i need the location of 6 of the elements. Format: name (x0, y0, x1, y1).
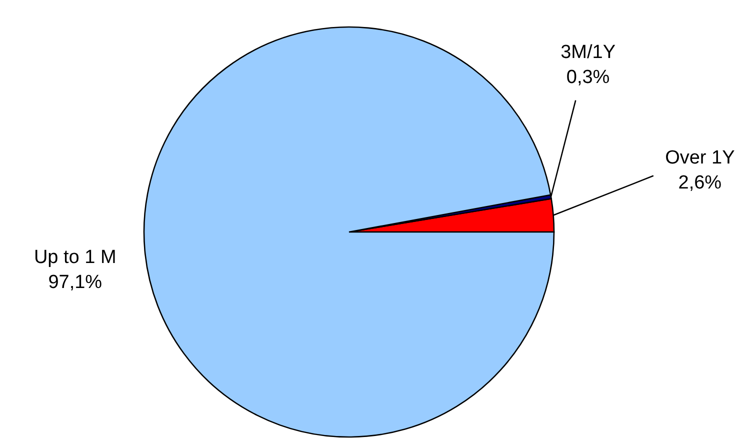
slice-label: Over 1Y (665, 147, 736, 168)
data-label: 2,6% (678, 172, 722, 194)
slice-label: 3M/1Y (560, 42, 616, 63)
data-label: 0,3% (566, 66, 610, 88)
slice-label: Up to 1 M (34, 247, 116, 268)
data-label: 97,1% (48, 272, 102, 294)
